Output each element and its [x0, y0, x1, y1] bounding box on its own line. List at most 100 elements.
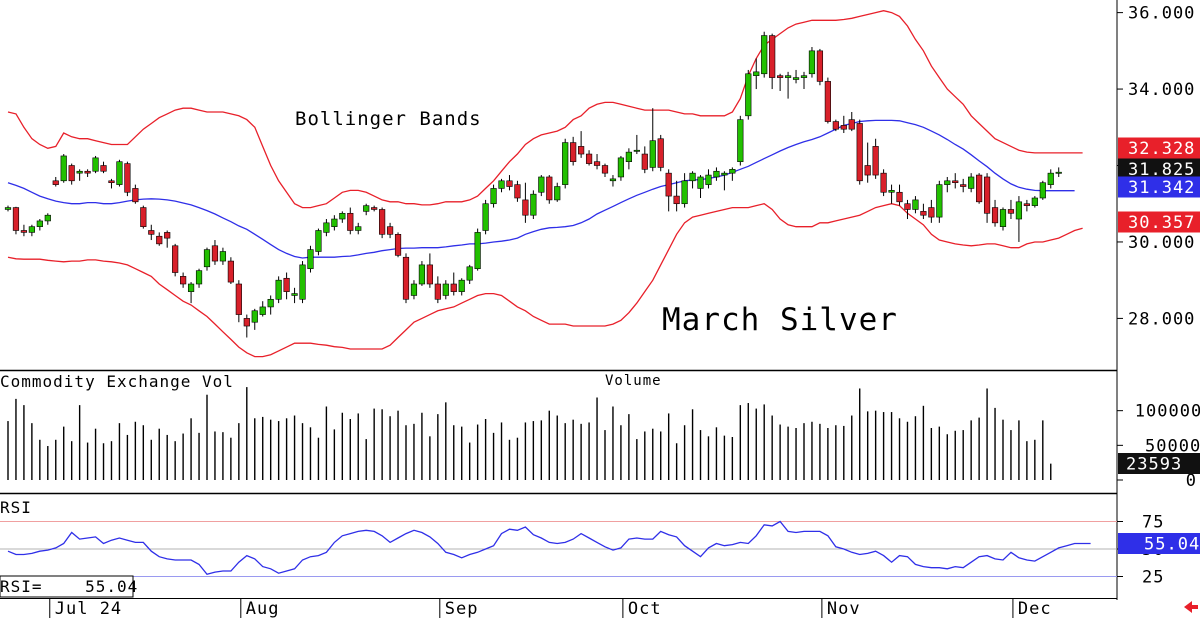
candle-body-down [402, 256, 410, 300]
candle [498, 178, 505, 193]
candle-body-up [713, 170, 720, 178]
candle [1047, 169, 1054, 189]
rsi-last-tag: 55.04 [1118, 533, 1200, 555]
candle [578, 131, 585, 158]
bollinger-middle-band [7, 119, 1075, 259]
candle [243, 314, 250, 338]
candle [777, 73, 784, 91]
candle [968, 173, 975, 193]
candle [816, 48, 824, 86]
candle-body-up [76, 170, 83, 174]
candle-body-up [259, 306, 266, 315]
candle-body-down [283, 277, 290, 292]
candlestick-series [4, 31, 1062, 338]
rsi-tick-label: 75 [1142, 513, 1164, 533]
candle [20, 224, 28, 237]
candle-body-down [570, 142, 577, 162]
rsi-tick-label: 25 [1142, 568, 1164, 588]
candle-body-up [251, 310, 258, 323]
candle [506, 175, 513, 191]
candle-body-up [761, 35, 768, 75]
candle-body-up [681, 180, 688, 205]
candle [203, 247, 211, 271]
candle-body-up [1015, 201, 1023, 220]
candle-body-up [999, 209, 1007, 227]
candle [379, 207, 386, 239]
candle-body-down [394, 234, 402, 256]
candle-body-down [816, 50, 824, 82]
candle-body-up [355, 226, 362, 231]
left-arrow-icon[interactable] [1184, 601, 1198, 613]
candle [800, 71, 808, 90]
candle-body-up [729, 169, 736, 174]
bollinger-annotation: Bollinger Bands [295, 108, 482, 130]
price-tick-label: 36.000 [1128, 4, 1195, 24]
candle [140, 205, 147, 229]
candle-body-up [1055, 171, 1062, 174]
candle-body-up [203, 249, 211, 268]
candle-body-down [928, 207, 935, 218]
candle [522, 182, 529, 223]
candle [840, 115, 847, 134]
candle-body-up [331, 218, 338, 227]
price-tick-label: 28.000 [1128, 309, 1195, 329]
candle [641, 146, 648, 174]
candle [530, 190, 537, 220]
candle [219, 247, 227, 265]
price-tag-bg [1118, 176, 1200, 198]
candle [355, 222, 362, 235]
candle-body-down [983, 176, 991, 214]
candle-body-up [808, 50, 816, 75]
candle-body-up [490, 188, 497, 205]
candle-body-up [689, 172, 696, 182]
candle [609, 175, 617, 187]
candle [307, 245, 314, 273]
volume-tick-label: 50000 [1145, 436, 1200, 456]
candle-body-down [960, 184, 967, 187]
candle-body-down [896, 191, 903, 203]
candle [888, 184, 895, 204]
rsi-last-value: 55.04 [1144, 535, 1200, 555]
candle [848, 111, 855, 132]
candle [681, 173, 688, 208]
date-tick-label: Nov [827, 599, 861, 618]
candle [52, 176, 59, 187]
candle [1023, 199, 1030, 212]
candle [315, 228, 322, 256]
candle [44, 213, 51, 225]
price-tick-label: 34.000 [1128, 80, 1195, 100]
chart-title: March Silver [662, 302, 898, 338]
candle-body-down [832, 121, 839, 130]
price-tag-value: 31.825 [1128, 160, 1195, 180]
volume-source-label: Commodity Exchange Vol [0, 372, 234, 391]
candle-body-up [1039, 182, 1046, 199]
candle [386, 222, 394, 239]
candle [983, 173, 991, 223]
volume-tick-label: 100000 [1135, 402, 1200, 422]
candle [164, 230, 171, 248]
candle [180, 272, 187, 288]
candle [689, 171, 696, 189]
candle-body-down [227, 260, 234, 283]
candle-body-up [1047, 172, 1054, 185]
price-tag-value: 30.357 [1128, 213, 1195, 233]
candle [729, 167, 736, 181]
candle [721, 171, 728, 191]
candle-body-up [36, 220, 43, 227]
candle-body-down [585, 153, 593, 164]
candle-body-down [1007, 209, 1015, 214]
candle [92, 155, 99, 174]
candle-body-down [641, 153, 648, 170]
candle-body-down [880, 172, 887, 193]
candle-body-up [792, 77, 800, 80]
candle [960, 178, 967, 193]
price-tag-upper-band: 32.328 [1118, 137, 1200, 159]
candle [657, 134, 664, 172]
rsi-line [0, 520, 1117, 577]
candle-body-down [601, 165, 609, 174]
date-tick-label: Oct [628, 599, 662, 618]
candle-body-up [28, 226, 35, 233]
candle [347, 207, 354, 235]
